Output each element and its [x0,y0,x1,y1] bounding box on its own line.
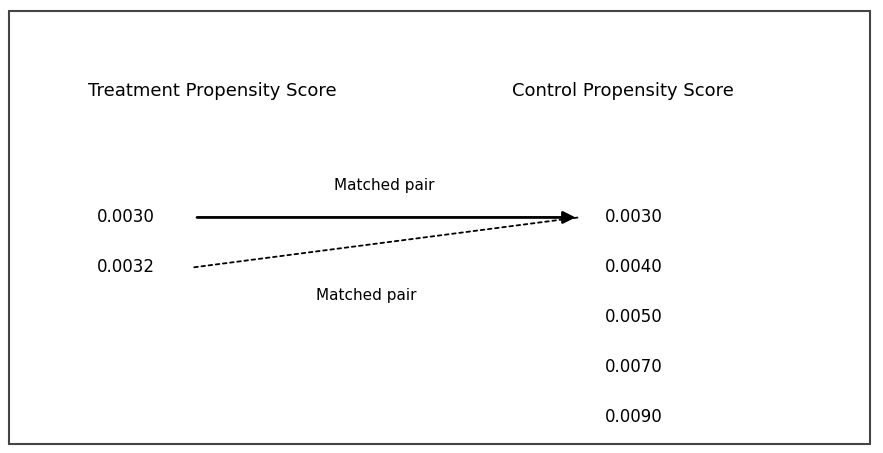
Text: 0.0050: 0.0050 [605,308,662,326]
Text: 0.0032: 0.0032 [96,258,155,276]
Text: Control Propensity Score: Control Propensity Score [512,82,734,100]
Text: Treatment Propensity Score: Treatment Propensity Score [88,82,337,100]
Text: Matched pair: Matched pair [316,288,417,303]
Text: 0.0090: 0.0090 [605,408,662,426]
Text: Matched pair: Matched pair [334,178,434,193]
Text: 0.0040: 0.0040 [605,258,662,276]
Text: 0.0030: 0.0030 [605,208,663,226]
Text: 0.0030: 0.0030 [96,208,155,226]
Text: 0.0070: 0.0070 [605,358,662,376]
